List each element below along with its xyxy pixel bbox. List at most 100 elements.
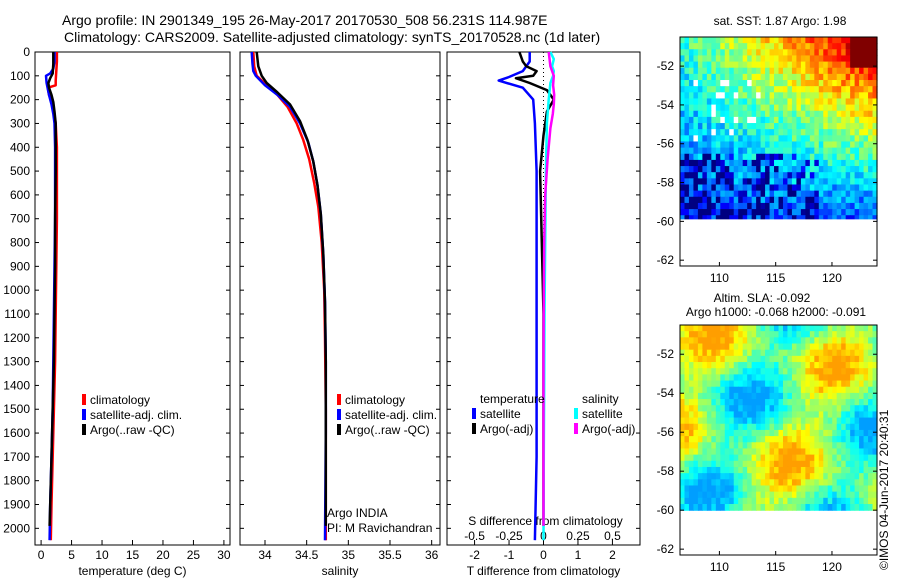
sst_map-cell [765, 123, 771, 130]
sla_map-cell [836, 399, 842, 406]
sst_map-cell [832, 184, 838, 192]
sla_map-cell [680, 337, 686, 345]
sst_map-cell [845, 202, 851, 210]
sla_map-cell [742, 454, 748, 462]
sst_map-cell [863, 73, 869, 81]
sla_map-cell [688, 368, 695, 375]
sla_map-cell [724, 479, 730, 487]
sst_map-cell [818, 116, 824, 124]
sla_map-cell [832, 411, 838, 419]
sla_map-cell [845, 362, 851, 369]
sla_map-cell [769, 448, 775, 456]
sst_map-cell [823, 86, 829, 93]
sst_map-cell [697, 61, 703, 69]
sst_map-cell [827, 166, 833, 173]
sla_map-cell [697, 355, 703, 363]
sla_map-cell [684, 392, 690, 400]
sla_map-cell [706, 417, 712, 425]
sst_map-cell [742, 166, 748, 173]
sla_map-cell [756, 368, 762, 375]
sst_map-cell [706, 37, 712, 44]
sst_map-ytick-label: -60 [657, 214, 675, 228]
sla_map-cell [827, 343, 833, 351]
sst_map-cell [859, 43, 865, 50]
sst_map-cell [791, 123, 798, 130]
sst_map-cell [733, 80, 739, 87]
sla_map-cell [680, 460, 686, 468]
sla_map-cell [778, 485, 784, 493]
sst_map-cell [823, 141, 829, 149]
sst_map-cell [823, 92, 829, 100]
sla_map-cell [774, 491, 780, 499]
sla_map-cell [827, 436, 833, 443]
sst_map-cell [823, 116, 829, 124]
sla_map-cell [760, 460, 766, 468]
sla_map-cell [747, 497, 753, 505]
sst_map-cell [693, 92, 699, 100]
sla_map-cell [729, 411, 735, 419]
sst_map-cell [872, 129, 878, 136]
sla_map-cell [742, 473, 748, 480]
sla_map-cell [868, 405, 874, 413]
sst_map-cell [733, 147, 739, 155]
sla_map-cell [800, 380, 806, 388]
sla_map-cell [845, 417, 851, 425]
sst_map-cell [774, 104, 780, 112]
sst_map-cell [791, 153, 798, 161]
sla_map-cell [720, 368, 726, 375]
temperature-legend-label: satellite-adj. clim. [90, 408, 182, 422]
sst_map-cell [706, 184, 712, 192]
sst_map-cell [787, 37, 793, 44]
sst_map-cell [711, 202, 717, 210]
sla_map-cell [778, 504, 784, 511]
sla_map-cell [684, 479, 690, 487]
sst_map-cell [796, 67, 802, 75]
sst_map-cell [809, 116, 815, 124]
sst_map-cell [791, 116, 798, 124]
sla_map-cell [760, 405, 766, 413]
sla_map-cell [688, 485, 695, 493]
sla_map-cell [706, 405, 712, 413]
sla_map-cell [729, 362, 735, 369]
sla_map-cell [823, 460, 829, 468]
sla_map-cell [711, 362, 717, 369]
sla_map-cell [693, 466, 699, 474]
sla_map-cell [769, 380, 775, 388]
sst_map-cell [845, 116, 851, 124]
sla_map-cell [787, 368, 793, 375]
sla_map-cell [760, 337, 766, 345]
sst_map-cell [814, 110, 820, 118]
sst_map-cell [729, 178, 735, 186]
sst_map-cell [782, 159, 789, 167]
sla_map-cell [715, 411, 721, 419]
sla_map-cell [809, 325, 815, 332]
sla_map-cell [715, 337, 721, 345]
sla_map-cell [733, 355, 739, 363]
sst_map-cell [845, 153, 851, 161]
sst_map-cell [756, 209, 762, 216]
sst_map-cell [697, 209, 703, 216]
sla_map-cell [769, 355, 775, 363]
sst_map-cell [854, 123, 860, 130]
sla_map-cell [697, 442, 703, 450]
sla_map-cell [872, 380, 878, 388]
sla_map-cell [715, 380, 721, 388]
sst_map-cell [832, 141, 838, 149]
sst_map-cell [680, 110, 686, 118]
sla_map-cell [854, 504, 860, 511]
sla_map-cell [845, 392, 851, 400]
sla_map-cell [711, 466, 717, 474]
sst_map-cell [729, 141, 735, 149]
sla_map-cell [796, 343, 802, 351]
sla_map-cell [836, 368, 842, 375]
sla_map-cell [711, 479, 717, 487]
sst_map-cell [760, 153, 766, 161]
sla_map-cell [774, 349, 780, 357]
sla_map-cell [787, 466, 793, 474]
sla_map-cell [818, 497, 824, 505]
sla_map-cell [684, 399, 690, 406]
sst_map-cell [827, 80, 833, 87]
sla_map-cell [738, 473, 744, 480]
sla_map-cell [832, 479, 838, 487]
sla_map-cell [729, 331, 735, 338]
